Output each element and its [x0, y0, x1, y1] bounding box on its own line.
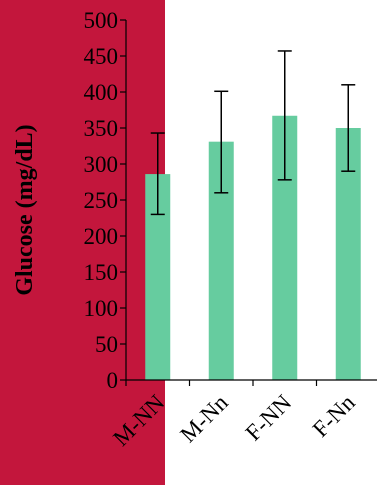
y-tick-label: 350 [84, 116, 119, 141]
y-tick-label: 0 [107, 368, 119, 393]
y-tick-label: 150 [84, 260, 119, 285]
y-tick-label: 200 [84, 224, 119, 249]
y-tick-label: 250 [84, 188, 119, 213]
y-tick-label: 300 [84, 152, 119, 177]
y-tick-label: 400 [84, 80, 119, 105]
x-tick-label-f-nn: F-NN [241, 390, 297, 446]
y-tick-label: 100 [84, 296, 119, 321]
x-tick-label-f-nn: F-Nn [308, 390, 360, 442]
y-axis-label: Glucose (mg/dL) [12, 124, 38, 295]
left-background-band [0, 0, 165, 485]
y-ticks-group: 0 50 100 150 200 250 300 350 400 450 500 [84, 8, 126, 393]
bars-group [145, 115, 361, 380]
y-tick-label: 50 [95, 332, 118, 357]
x-tick-label-m-nn: M-Nn [175, 390, 233, 448]
y-tick-label: 450 [84, 44, 119, 69]
y-tick-label: 500 [84, 8, 119, 33]
error-bars-group [150, 50, 356, 216]
